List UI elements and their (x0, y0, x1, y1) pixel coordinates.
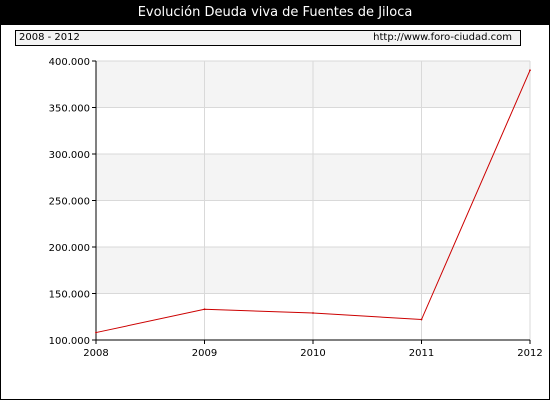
x-tick-label: 2010 (300, 348, 325, 359)
info-bar: 2008 - 2012 http://www.foro-ciudad.com (15, 30, 521, 46)
period-label: 2008 - 2012 (19, 32, 80, 43)
x-tick-label: 2012 (517, 348, 542, 359)
y-tick-label: 150.000 (49, 290, 90, 301)
data-point (95, 331, 97, 334)
data-point (420, 318, 423, 321)
y-tick-label: 250.000 (49, 197, 90, 208)
chart-title: Evolución Deuda viva de Fuentes de Jiloc… (1, 1, 549, 25)
y-tick-label: 400.000 (49, 57, 90, 68)
data-point (312, 312, 314, 314)
x-tick-label: 2011 (409, 348, 434, 359)
y-tick-label: 200.000 (49, 243, 90, 254)
y-tick-label: 100.000 (49, 336, 90, 347)
x-tick-label: 2009 (192, 348, 217, 359)
data-point (203, 308, 206, 311)
y-tick-label: 350.000 (49, 104, 90, 115)
data-point (529, 69, 531, 72)
y-tick-label: 300.000 (49, 150, 90, 161)
x-tick-label: 2008 (83, 348, 108, 359)
source-link[interactable]: http://www.foro-ciudad.com (373, 32, 512, 43)
